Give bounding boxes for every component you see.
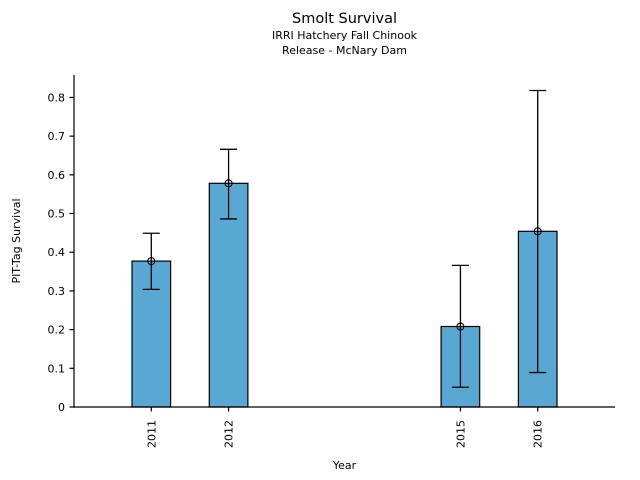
y-tick-label: 0.3 [48, 285, 66, 298]
y-tick-label: 0.2 [48, 324, 66, 337]
chart-subtitle-line-1: IRRI Hatchery Fall Chinook [271, 29, 418, 42]
x-tick-label: 2016 [532, 420, 545, 448]
chart-subtitle: IRRI Hatchery Fall Chinook Release - McN… [74, 29, 615, 58]
data-point-marker [456, 322, 465, 331]
y-axis-label: PIT-Tag Survival [10, 198, 23, 284]
y-tick-label: 0.6 [48, 169, 66, 182]
data-point-marker [147, 257, 156, 266]
y-tick-label: 0.7 [48, 130, 66, 143]
data-point-marker [533, 227, 542, 236]
chart-subtitle-line-2: Release - McNary Dam [282, 43, 407, 57]
y-tick-label: 0.5 [48, 208, 66, 221]
x-tick-label: 2011 [145, 420, 158, 448]
chart-title: Smolt Survival [292, 11, 397, 27]
x-tick-label: 2012 [223, 420, 236, 448]
y-tick-label: 0.8 [48, 91, 66, 104]
y-tick-label: 0.4 [48, 246, 66, 259]
x-tick-label: 2015 [454, 420, 467, 448]
y-tick-label: 0.1 [48, 362, 66, 375]
data-point-marker [224, 179, 233, 188]
x-axis-label: Year [332, 459, 357, 472]
title-block: Smolt Survival IRRI Hatchery Fall Chinoo… [74, 10, 615, 58]
y-tick-label: 0 [58, 401, 65, 414]
